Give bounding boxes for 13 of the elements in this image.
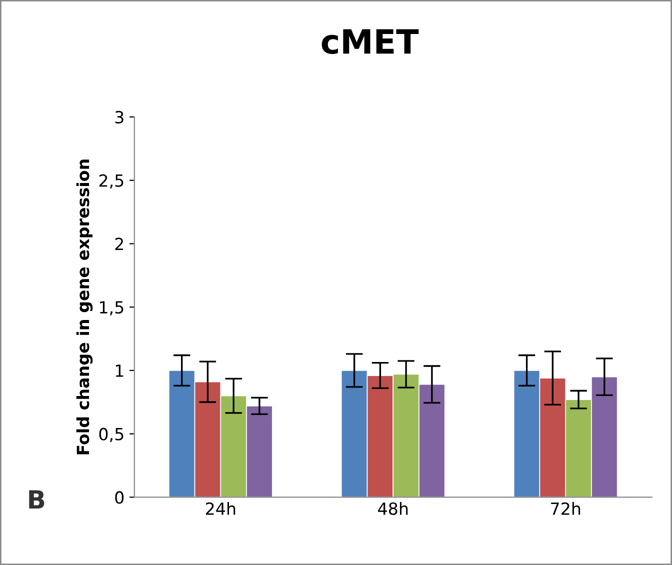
- y-tick-label: 2: [115, 238, 124, 250]
- chart-title: cMET: [322, 29, 419, 54]
- text: B: [29, 490, 44, 508]
- x-tick-label: 24h: [206, 502, 236, 515]
- y-tick-label: 0,5: [99, 428, 124, 442]
- y-tick-label: 1,5: [100, 301, 124, 316]
- y-tick-label: 0: [115, 491, 124, 504]
- y-tick-label: 2,5: [99, 174, 124, 189]
- y-tick-label: 3: [115, 110, 124, 124]
- y-axis-title: Fold change in gene expression: [76, 160, 93, 454]
- y-tick-label: 1: [116, 364, 124, 377]
- x-tick-label: 48h: [378, 502, 408, 515]
- x-tick-label: 72h: [551, 502, 580, 515]
